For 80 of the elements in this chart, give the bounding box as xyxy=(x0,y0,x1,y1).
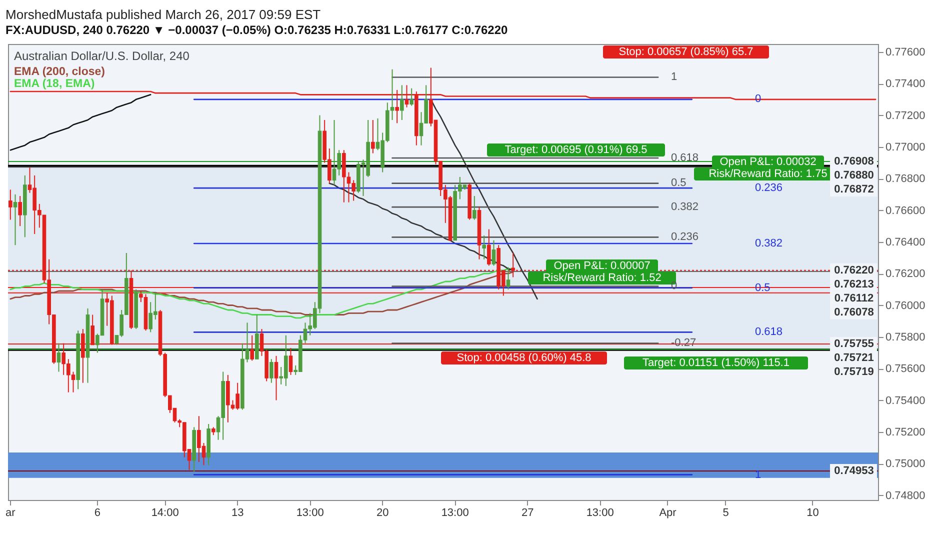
x-tick-label: 14:00 xyxy=(151,507,179,519)
annotation: Stop: 0.00657 (0.85%) 65.7 xyxy=(618,46,754,58)
annotation: 0.236 xyxy=(671,231,699,243)
annotation: Australian Dollar/U.S. Dollar, 240 xyxy=(14,49,190,63)
x-tick-label: 27 xyxy=(521,507,534,519)
ref-line-label: 0.76213 xyxy=(834,278,874,290)
text: EMA (18, EMA) xyxy=(14,78,95,90)
candlestick xyxy=(274,355,278,401)
candlestick xyxy=(250,334,254,362)
ref-line-label: 0.75719 xyxy=(834,366,874,378)
chart-title: MorshedMustafa published March 26, 2017 09:59 EST xyxy=(6,7,321,22)
candlestick xyxy=(371,120,375,154)
x-tick-label: 13:00 xyxy=(441,507,469,519)
annotation: 0.382 xyxy=(755,238,783,250)
ref-line-label: 0.74953 xyxy=(834,465,874,478)
candlestick xyxy=(8,189,12,220)
y-tick-label: 0.76800 xyxy=(886,173,926,186)
candlestick xyxy=(288,348,293,376)
ref-line-label: 0.76872 xyxy=(834,183,874,196)
y-tick-label: 0.77000 xyxy=(886,141,926,154)
line-series xyxy=(10,94,152,151)
y-tick-label: 0.77200 xyxy=(886,110,926,122)
ref-line-label: 0.76908 xyxy=(834,155,874,168)
annotation: Target: 0.01151 (1.50%) 115.1 xyxy=(642,357,790,369)
annotation: Risk/Reward Ratio: 1.75 xyxy=(708,168,828,180)
y-tick-label: 0.75600 xyxy=(886,363,926,376)
annotation: Target: 0.00695 (0.91%) 69.5 xyxy=(504,144,648,156)
annotation: 0.618 xyxy=(671,152,699,164)
annotation: Stop: 0.00458 (0.60%) 45.8 xyxy=(456,352,592,364)
annotation: 0.618 xyxy=(755,326,783,338)
x-tick-label: Apr xyxy=(659,507,677,519)
ref-line-label: 0.76220 xyxy=(834,264,874,276)
y-tick-label: 0.75200 xyxy=(886,426,926,438)
candlestick xyxy=(482,235,486,260)
x-tick-label: 13:00 xyxy=(296,507,324,519)
y-tick-label: 0.76000 xyxy=(886,300,926,312)
candlestick xyxy=(81,328,85,384)
candlestick xyxy=(13,194,18,246)
chart-subtitle: FX:AUDUSD, 240 0.76220 ▼ −0.00037 (−0.05%) O:0.76235 H:0.76331 L:0.76177 C:0.76220 xyxy=(6,23,508,37)
y-tick-label: 0.77400 xyxy=(886,78,926,90)
annotation: Open P&L: 0.00032 xyxy=(720,156,816,168)
candlestick xyxy=(506,266,510,290)
ref-line-label: 0.76112 xyxy=(834,292,874,304)
y-tick-label: 0.76600 xyxy=(886,204,926,217)
annotation: Risk/Reward Ratio: 1.52 xyxy=(542,272,662,284)
ref-line-label: 0.75721 xyxy=(834,352,874,364)
annotation: Open P&L: 0.00007 xyxy=(554,260,650,272)
x-tick-label: 13:00 xyxy=(586,507,614,519)
candlestick xyxy=(487,228,491,266)
y-tick-label: 0.75400 xyxy=(886,394,926,407)
x-tick-label: 20 xyxy=(376,507,389,519)
annotation: 1 xyxy=(755,469,762,481)
candlestick xyxy=(90,314,94,346)
y-tick-label: 0.77600 xyxy=(886,46,926,58)
annotation: 0.5 xyxy=(671,177,686,189)
y-tick-label: 0.76200 xyxy=(886,268,926,280)
y-tick-label: 0.74800 xyxy=(886,490,926,502)
x-tick-label: 6 xyxy=(94,507,100,519)
ref-line-label: 0.76880 xyxy=(834,169,874,182)
line-series xyxy=(328,182,514,272)
candlestick xyxy=(492,240,496,266)
candlestick xyxy=(18,196,22,227)
annotation: 0.236 xyxy=(755,182,783,194)
ref-line-label: 0.75755 xyxy=(834,338,874,350)
y-tick-label: 0.75000 xyxy=(886,458,926,470)
y-tick-label: 0.75800 xyxy=(886,331,926,344)
x-tick-label: 13 xyxy=(231,507,244,519)
x-tick-label: 10 xyxy=(806,507,819,519)
text: EMA (200, close) xyxy=(14,66,106,78)
candlestick xyxy=(270,358,274,384)
annotation: 0.382 xyxy=(671,201,699,213)
ref-line-label: 0.76078 xyxy=(834,306,874,318)
annotation: 1 xyxy=(671,71,678,83)
candlestick xyxy=(56,342,61,372)
x-tick-label: ar xyxy=(6,507,16,519)
candlestick xyxy=(400,84,404,120)
candlestick xyxy=(472,196,476,220)
y-tick-label: 0.76400 xyxy=(886,236,926,248)
x-tick-label: 5 xyxy=(722,507,729,519)
candlestick xyxy=(410,88,414,106)
